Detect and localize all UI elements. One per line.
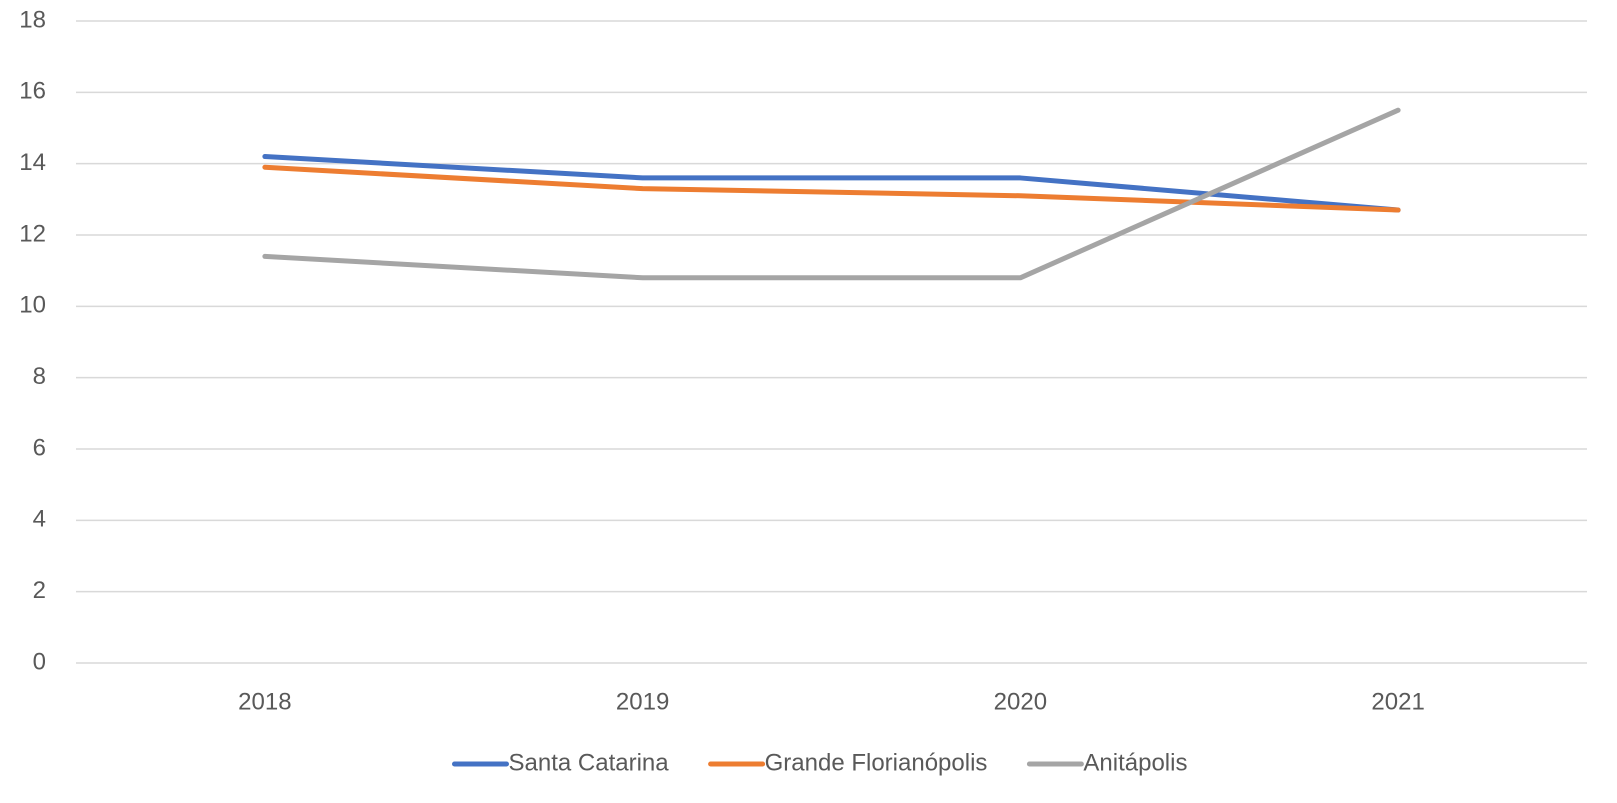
legend-label: Grande Florianópolis bbox=[765, 749, 988, 776]
line-series bbox=[262, 107, 1401, 281]
y-tick-label: 2 bbox=[33, 577, 46, 604]
y-tick-label: 10 bbox=[19, 292, 46, 319]
legend-label: Santa Catarina bbox=[509, 749, 670, 776]
x-tick-label: 2020 bbox=[994, 688, 1047, 715]
y-tick-label: 8 bbox=[33, 363, 46, 390]
y-tick-label: 14 bbox=[19, 149, 46, 176]
x-tick-label: 2019 bbox=[616, 688, 669, 715]
legend-label: Anitápolis bbox=[1083, 749, 1187, 776]
y-tick-label: 18 bbox=[19, 6, 46, 33]
x-tick-label: 2018 bbox=[238, 688, 291, 715]
y-tick-label: 4 bbox=[33, 506, 46, 533]
y-tick-label: 6 bbox=[33, 434, 46, 461]
y-tick-label: 16 bbox=[19, 78, 46, 105]
y-tick-label: 0 bbox=[33, 648, 46, 675]
y-tick-label: 12 bbox=[19, 220, 46, 247]
x-tick-label: 2021 bbox=[1371, 688, 1424, 715]
line-series bbox=[262, 164, 1401, 213]
